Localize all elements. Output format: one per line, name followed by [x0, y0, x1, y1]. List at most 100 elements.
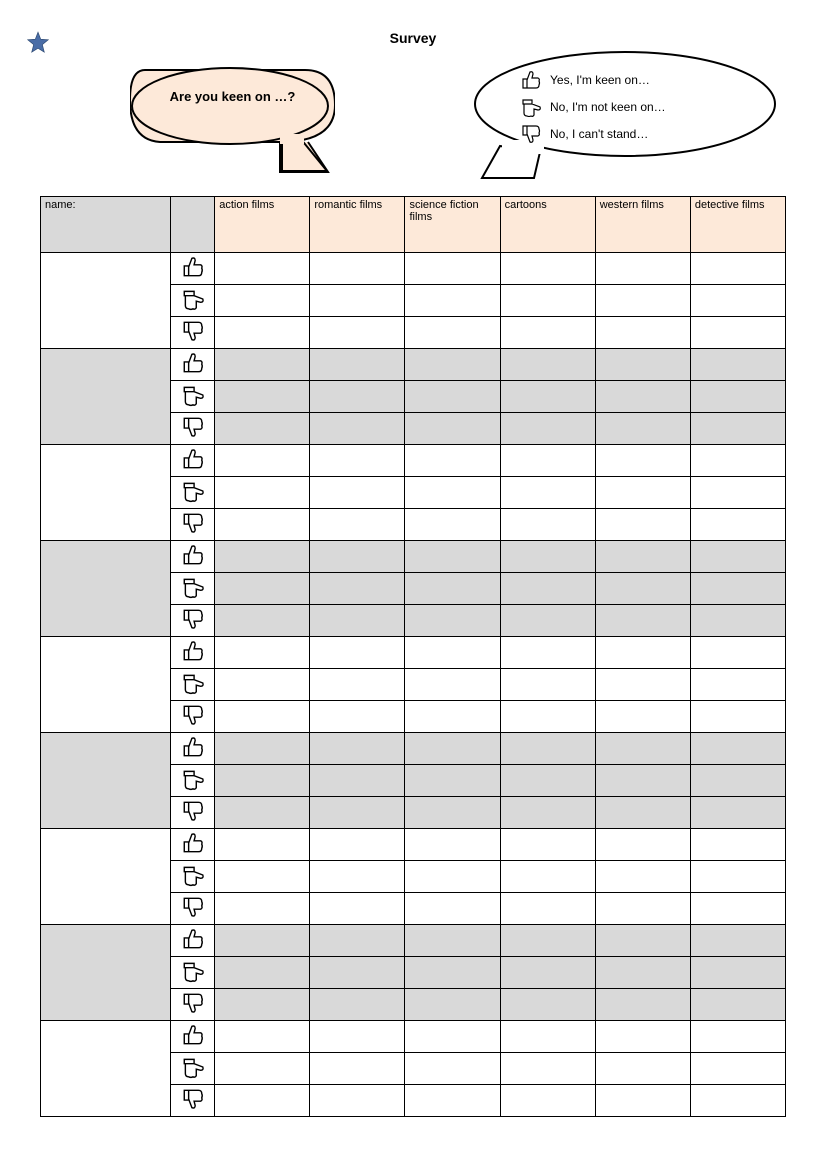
- survey-cell[interactable]: [500, 637, 595, 669]
- survey-cell[interactable]: [690, 733, 785, 765]
- survey-cell[interactable]: [690, 477, 785, 509]
- survey-cell[interactable]: [310, 925, 405, 957]
- survey-cell[interactable]: [310, 509, 405, 541]
- name-cell[interactable]: [41, 637, 171, 733]
- name-cell[interactable]: [41, 253, 171, 349]
- survey-cell[interactable]: [500, 253, 595, 285]
- survey-cell[interactable]: [595, 413, 690, 445]
- survey-cell[interactable]: [310, 253, 405, 285]
- survey-cell[interactable]: [405, 1085, 500, 1117]
- survey-cell[interactable]: [405, 829, 500, 861]
- survey-cell[interactable]: [310, 573, 405, 605]
- survey-cell[interactable]: [595, 733, 690, 765]
- survey-cell[interactable]: [215, 605, 310, 637]
- survey-cell[interactable]: [690, 1085, 785, 1117]
- survey-cell[interactable]: [500, 1021, 595, 1053]
- survey-cell[interactable]: [690, 349, 785, 381]
- survey-cell[interactable]: [690, 413, 785, 445]
- survey-cell[interactable]: [595, 573, 690, 605]
- survey-cell[interactable]: [405, 253, 500, 285]
- survey-cell[interactable]: [500, 477, 595, 509]
- name-cell[interactable]: [41, 829, 171, 925]
- survey-cell[interactable]: [595, 541, 690, 573]
- survey-cell[interactable]: [595, 477, 690, 509]
- survey-cell[interactable]: [405, 573, 500, 605]
- survey-cell[interactable]: [405, 317, 500, 349]
- survey-cell[interactable]: [215, 669, 310, 701]
- survey-cell[interactable]: [310, 829, 405, 861]
- survey-cell[interactable]: [215, 1085, 310, 1117]
- survey-cell[interactable]: [405, 381, 500, 413]
- survey-cell[interactable]: [500, 669, 595, 701]
- survey-cell[interactable]: [690, 1053, 785, 1085]
- survey-cell[interactable]: [405, 509, 500, 541]
- survey-cell[interactable]: [595, 893, 690, 925]
- survey-cell[interactable]: [405, 669, 500, 701]
- name-cell[interactable]: [41, 1021, 171, 1117]
- survey-cell[interactable]: [405, 445, 500, 477]
- survey-cell[interactable]: [690, 765, 785, 797]
- survey-cell[interactable]: [500, 573, 595, 605]
- survey-cell[interactable]: [310, 445, 405, 477]
- survey-cell[interactable]: [215, 1053, 310, 1085]
- survey-cell[interactable]: [595, 829, 690, 861]
- survey-cell[interactable]: [310, 413, 405, 445]
- survey-cell[interactable]: [215, 765, 310, 797]
- survey-cell[interactable]: [595, 317, 690, 349]
- name-cell[interactable]: [41, 541, 171, 637]
- survey-cell[interactable]: [500, 829, 595, 861]
- survey-cell[interactable]: [500, 381, 595, 413]
- survey-cell[interactable]: [690, 605, 785, 637]
- survey-cell[interactable]: [215, 541, 310, 573]
- survey-cell[interactable]: [310, 893, 405, 925]
- survey-cell[interactable]: [690, 989, 785, 1021]
- survey-cell[interactable]: [405, 989, 500, 1021]
- survey-cell[interactable]: [405, 285, 500, 317]
- survey-cell[interactable]: [690, 445, 785, 477]
- survey-cell[interactable]: [500, 445, 595, 477]
- survey-cell[interactable]: [215, 957, 310, 989]
- survey-cell[interactable]: [310, 605, 405, 637]
- survey-cell[interactable]: [595, 1085, 690, 1117]
- survey-cell[interactable]: [690, 253, 785, 285]
- survey-cell[interactable]: [215, 477, 310, 509]
- survey-cell[interactable]: [405, 861, 500, 893]
- survey-cell[interactable]: [215, 701, 310, 733]
- survey-cell[interactable]: [405, 701, 500, 733]
- survey-cell[interactable]: [310, 381, 405, 413]
- survey-cell[interactable]: [215, 989, 310, 1021]
- survey-cell[interactable]: [310, 989, 405, 1021]
- survey-cell[interactable]: [215, 829, 310, 861]
- survey-cell[interactable]: [215, 349, 310, 381]
- survey-cell[interactable]: [310, 349, 405, 381]
- survey-cell[interactable]: [310, 317, 405, 349]
- survey-cell[interactable]: [690, 541, 785, 573]
- survey-cell[interactable]: [595, 509, 690, 541]
- survey-cell[interactable]: [595, 861, 690, 893]
- survey-cell[interactable]: [500, 285, 595, 317]
- survey-cell[interactable]: [215, 381, 310, 413]
- survey-cell[interactable]: [595, 605, 690, 637]
- survey-cell[interactable]: [500, 605, 595, 637]
- survey-cell[interactable]: [215, 1021, 310, 1053]
- survey-cell[interactable]: [405, 541, 500, 573]
- survey-cell[interactable]: [595, 381, 690, 413]
- survey-cell[interactable]: [215, 317, 310, 349]
- survey-cell[interactable]: [595, 445, 690, 477]
- survey-cell[interactable]: [405, 957, 500, 989]
- survey-cell[interactable]: [215, 285, 310, 317]
- survey-cell[interactable]: [500, 701, 595, 733]
- survey-cell[interactable]: [405, 1021, 500, 1053]
- survey-cell[interactable]: [310, 797, 405, 829]
- survey-cell[interactable]: [310, 637, 405, 669]
- survey-cell[interactable]: [215, 509, 310, 541]
- survey-cell[interactable]: [215, 925, 310, 957]
- survey-cell[interactable]: [310, 541, 405, 573]
- survey-cell[interactable]: [310, 1085, 405, 1117]
- survey-cell[interactable]: [215, 637, 310, 669]
- survey-cell[interactable]: [310, 669, 405, 701]
- survey-cell[interactable]: [595, 253, 690, 285]
- survey-cell[interactable]: [500, 797, 595, 829]
- survey-cell[interactable]: [595, 285, 690, 317]
- survey-cell[interactable]: [595, 989, 690, 1021]
